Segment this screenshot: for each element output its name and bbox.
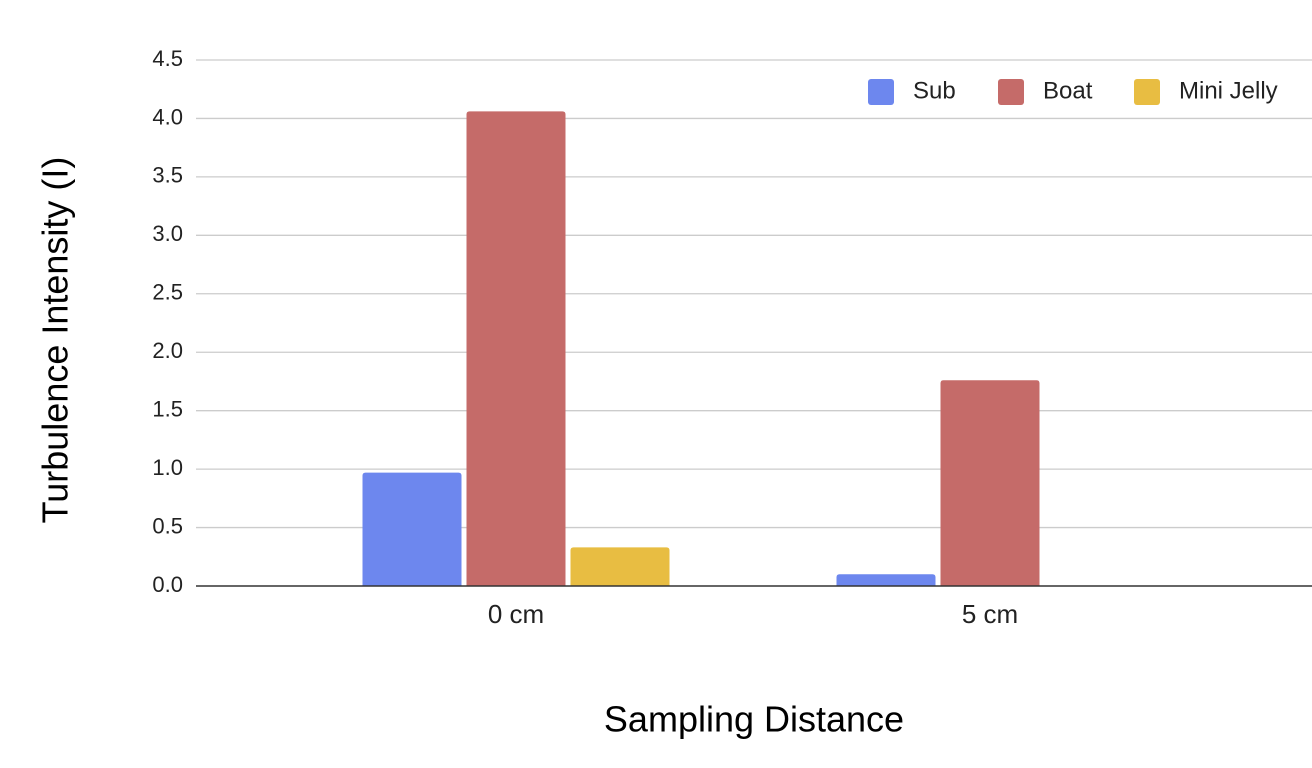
legend-label-boat: Boat [1043, 77, 1093, 104]
y-tick-label: 4.0 [152, 104, 183, 129]
x-tick-label: 5 cm [962, 599, 1018, 629]
bar-mini-jelly-0-cm [570, 547, 670, 586]
y-tick-label: 3.0 [152, 221, 183, 246]
legend-label-mini-jelly: Mini Jelly [1179, 77, 1278, 104]
gridlines [196, 59, 1312, 529]
bar-sub-0-cm [362, 472, 462, 586]
y-tick-label: 2.0 [152, 338, 183, 363]
x-axis-title: Sampling Distance [604, 699, 904, 740]
y-tick-label: 2.5 [152, 280, 183, 305]
y-tick-label: 4.5 [152, 46, 183, 71]
y-tick-label: 1.5 [152, 396, 183, 421]
x-tick-label: 0 cm [488, 599, 544, 629]
bars [362, 111, 1040, 586]
legend-swatch-mini-jelly [1134, 79, 1160, 105]
bar-boat-0-cm [466, 111, 566, 586]
x-tick-labels: 0 cm 5 cm [488, 599, 1018, 629]
legend: Sub Boat Mini Jelly [868, 77, 1278, 105]
legend-swatch-sub [868, 79, 894, 105]
bar-sub-5-cm [836, 574, 936, 586]
y-tick-label: 1.0 [152, 455, 183, 480]
y-tick-label: 0.0 [152, 572, 183, 597]
legend-label-sub: Sub [913, 77, 956, 104]
y-tick-label: 3.5 [152, 163, 183, 188]
y-tick-label: 0.5 [152, 513, 183, 538]
bar-boat-5-cm [940, 380, 1040, 586]
legend-swatch-boat [998, 79, 1024, 105]
y-tick-labels: 0.0 0.5 1.0 1.5 2.0 2.5 3.0 3.5 4.0 4.5 [152, 46, 183, 597]
y-axis-title: Turbulence Intensity (I) [35, 157, 76, 524]
